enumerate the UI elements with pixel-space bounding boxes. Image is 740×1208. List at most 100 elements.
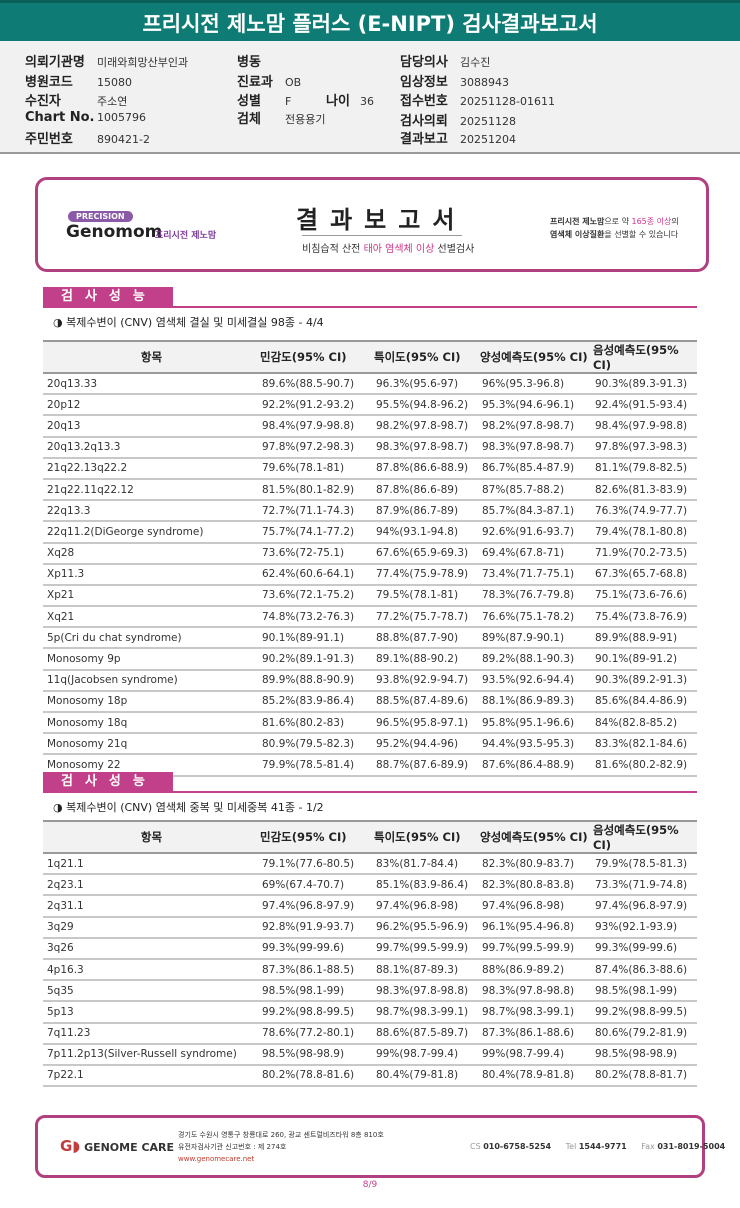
table-cell: 98.7%(98.3-99.1)	[372, 1001, 478, 1024]
website-link[interactable]: www.genomecare.net	[178, 1155, 255, 1163]
field-clinical: 임상정보 3088943	[400, 75, 509, 90]
precision-pill: PRECISION	[68, 211, 133, 222]
table-cell: 81.5%(80.1-82.9)	[258, 478, 372, 502]
table-cell: 82.3%(80.8-83.8)	[478, 874, 591, 897]
table-cell: 98.5%(98.1-99)	[591, 980, 697, 1003]
column-header: 특이도(95% CI)	[372, 820, 478, 854]
table-cell: 73.3%(71.9-74.8)	[591, 874, 697, 897]
table-row: 21q22.11q22.12 81.5%(80.1-82.9) 87.8%(86.6…	[43, 478, 697, 502]
patient-info-panel: 의뢰기관명 미래와희망산부인과 병원코드 15080 수진자 주소연 Chart No…	[0, 41, 740, 154]
table-cell: 85.1%(83.9-86.4)	[372, 874, 478, 897]
table-cell: 72.7%(71.1-74.3)	[258, 500, 372, 523]
table-cell: 1q21.1	[43, 853, 258, 876]
table-cell: 95.8%(95.1-96.6)	[478, 712, 591, 735]
table-cell: 7p11.2p13(Silver-Russell syndrome)	[43, 1043, 258, 1066]
table-cell: 80.9%(79.5-82.3)	[258, 733, 372, 756]
table-row: 7p22.1 80.2%(78.8-81.6) 80.4%(79-81.8) 80.4…	[43, 1064, 697, 1088]
table-row: 2q31.1 97.4%(96.8-97.9) 97.4%(96.8-98) 97.4…	[43, 895, 697, 918]
table-cell: 80.4%(78.9-81.8)	[478, 1064, 591, 1088]
table-cell: 75.7%(74.1-77.2)	[258, 521, 372, 544]
table-cell: 7q11.23	[43, 1022, 258, 1045]
table-row: 20q13.33 89.6%(88.5-90.7) 96.3%(95.6-97) 96…	[43, 373, 697, 396]
table-cell: 96.1%(95.4-96.8)	[478, 916, 591, 939]
table-cell: Xp21	[43, 584, 258, 608]
table-cell: 81.6%(80.2-82.9)	[591, 754, 697, 777]
table-cell: 87.8%(86.6-88.9)	[372, 457, 478, 480]
table-cell: 88.7%(87.6-89.9)	[372, 754, 478, 777]
table-cell: 92.8%(91.9-93.7)	[258, 916, 372, 939]
table-cell: 87.8%(86.6-89)	[372, 478, 478, 502]
table-cell: 67.3%(65.7-68.8)	[591, 563, 697, 586]
table-cell: 80.2%(78.8-81.7)	[591, 1064, 697, 1088]
table-cell: 98.5%(98.1-99)	[258, 980, 372, 1003]
table-row: 22q13.3 72.7%(71.1-74.3) 87.9%(86.7-89) 85.…	[43, 500, 697, 523]
table-cell: 97.4%(96.8-98)	[372, 895, 478, 918]
table-cell: 5p(Cri du chat syndrome)	[43, 627, 258, 650]
table-cell: 98.2%(97.8-98.7)	[372, 415, 478, 438]
table-row: 20p12 92.2%(91.2-93.2) 95.5%(94.8-96.2) 95.…	[43, 394, 697, 417]
table-cell: 20q13.33	[43, 373, 258, 396]
table-cell: 93%(92.1-93.9)	[591, 916, 697, 939]
performance-table-deletions: 항목 민감도(95% CI) 특이도(95% CI) 양성예측도(95% CI) 음성예…	[43, 340, 697, 777]
table-cell: 98.3%(97.8-98.7)	[478, 436, 591, 459]
table-cell: 89%(87.9-90.1)	[478, 627, 591, 650]
table-cell: 87.4%(86.3-88.6)	[591, 958, 697, 982]
column-header: 민감도(95% CI)	[258, 820, 372, 854]
table-row: 5q35 98.5%(98.1-99) 98.3%(97.8-98.8) 98.3%(…	[43, 980, 697, 1003]
field-request: 검사의뢰 20251128	[400, 114, 516, 129]
table-cell: 74.8%(73.2-76.3)	[258, 606, 372, 629]
table-cell: 71.9%(70.2-73.5)	[591, 542, 697, 565]
table-cell: 90.1%(89-91.2)	[591, 648, 697, 671]
table-row: 5p13 99.2%(98.8-99.5) 98.7%(98.3-99.1) 98.7…	[43, 1001, 697, 1024]
table-cell: 87%(85.7-88.2)	[478, 478, 591, 502]
table-cell: 81.6%(80.2-83)	[258, 712, 372, 735]
table-cell: 81.1%(79.8-82.5)	[591, 457, 697, 480]
table-cell: 99.2%(98.8-99.5)	[258, 1001, 372, 1024]
table-row: Monosomy 22 79.9%(78.5-81.4) 88.7%(87.6-89…	[43, 754, 697, 777]
table-cell: 85.2%(83.9-86.4)	[258, 690, 372, 714]
field-ward: 병동	[237, 55, 261, 70]
field-code: 병원코드 15080	[25, 75, 132, 90]
field-report: 결과보고 20251204	[400, 132, 516, 147]
table-cell: 76.6%(75.1-78.2)	[478, 606, 591, 629]
table-cell: 78.3%(76.7-79.8)	[478, 584, 591, 608]
section-header-2: 검사성능	[43, 772, 697, 793]
table-row: 3q29 92.8%(91.9-93.7) 96.2%(95.5-96.9) 96.1…	[43, 916, 697, 939]
table-cell: 98.4%(97.9-98.8)	[591, 415, 697, 438]
table-cell: 67.6%(65.9-69.3)	[372, 542, 478, 565]
genome-care-logo: G◗ GENOME CARE	[60, 1137, 175, 1155]
performance-table-duplications: 항목 민감도(95% CI) 특이도(95% CI) 양성예측도(95% CI) 음성예…	[43, 820, 697, 1088]
table-cell: 77.2%(75.7-78.7)	[372, 606, 478, 629]
table-cell: 79.9%(78.5-81.4)	[258, 754, 372, 777]
table-cell: Xq21	[43, 606, 258, 629]
table-cell: 84%(82.8-85.2)	[591, 712, 697, 735]
banner-title: 결과보고서	[296, 206, 467, 234]
table-cell: 86.7%(85.4-87.9)	[478, 457, 591, 480]
genomom-logo-sub: 프리시전 제노맘	[155, 231, 217, 241]
table-cell: 93.5%(92.6-94.4)	[478, 669, 591, 692]
table-cell: 99%(98.7-99.4)	[478, 1043, 591, 1066]
banner-subtitle: 비침습적 산전 태아 염색체 이상 선별검사	[302, 244, 475, 255]
table-cell: 82.3%(80.9-83.7)	[478, 853, 591, 876]
table-cell: 90.3%(89.2-91.3)	[591, 669, 697, 692]
table-cell: 76.3%(74.9-77.7)	[591, 500, 697, 523]
table-cell: 77.4%(75.9-78.9)	[372, 563, 478, 586]
field-receipt: 접수번호 20251128-01611	[400, 94, 555, 109]
table-cell: 96.5%(95.8-97.1)	[372, 712, 478, 735]
table-cell: 99.2%(98.8-99.5)	[591, 1001, 697, 1024]
table-cell: 89.9%(88.8-90.9)	[258, 669, 372, 692]
table-cell: 82.6%(81.3-83.9)	[591, 478, 697, 502]
divider	[302, 235, 462, 236]
table-cell: 7p22.1	[43, 1064, 258, 1088]
table-row: 1q21.1 79.1%(77.6-80.5) 83%(81.7-84.4) 82.3…	[43, 853, 697, 876]
table-cell: 4p16.3	[43, 958, 258, 982]
table-cell: 92.6%(91.6-93.7)	[478, 521, 591, 544]
table-cell: 96%(95.3-96.8)	[478, 373, 591, 396]
column-header: 항목	[43, 820, 258, 854]
table-header-row: 항목 민감도(95% CI) 특이도(95% CI) 양성예측도(95% CI) 음성예…	[43, 340, 697, 374]
table-cell: 2q31.1	[43, 895, 258, 918]
table-cell: 98.4%(97.9-98.8)	[258, 415, 372, 438]
table-cell: 99.7%(99.5-99.9)	[372, 937, 478, 960]
table-cell: 97.8%(97.2-98.3)	[258, 436, 372, 459]
table-cell: 99.7%(99.5-99.9)	[478, 937, 591, 960]
